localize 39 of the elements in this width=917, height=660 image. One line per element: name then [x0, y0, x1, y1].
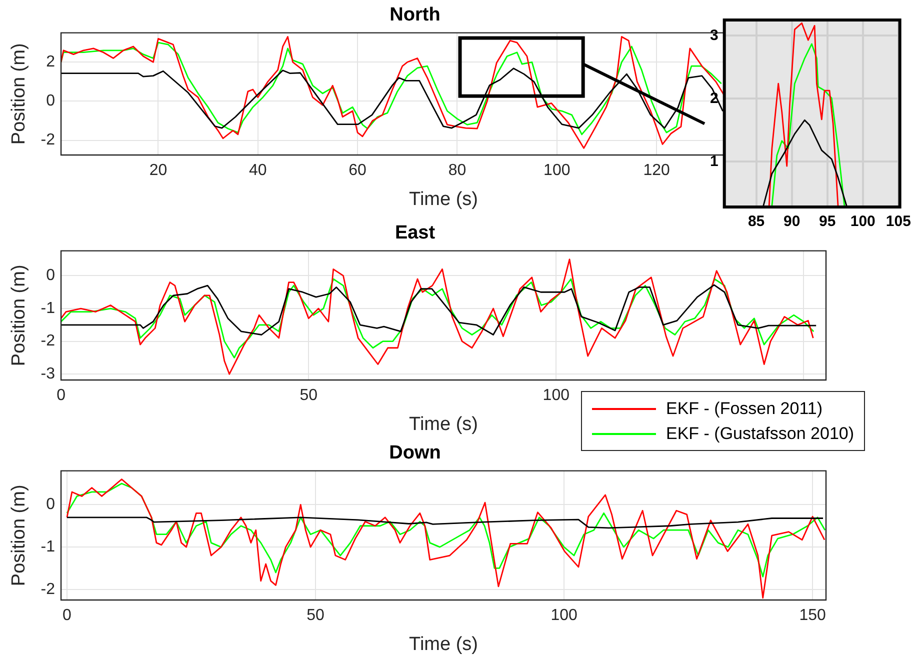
x-tick-label: 50: [306, 607, 325, 624]
x-tick-label: 100: [542, 387, 570, 404]
x-tick-label: 20: [149, 162, 168, 180]
x-axis-title: Time (s): [409, 634, 478, 655]
chart-title: Down: [389, 442, 441, 464]
y-axis-title: Position (m): [8, 484, 30, 586]
y-tick-label: 1: [710, 152, 718, 170]
y-tick-label: 2: [46, 54, 56, 71]
y-tick-label: 0: [46, 92, 56, 110]
legend-label: EKF - (Fossen 2011): [666, 398, 823, 418]
x-tick-label: 90: [783, 213, 800, 230]
x-tick-label: 60: [348, 162, 367, 180]
x-tick-label: 95: [819, 213, 836, 230]
x-tick-label: 40: [248, 162, 267, 180]
chart-title: East: [394, 222, 436, 244]
x-tick-label: 0: [62, 607, 72, 624]
y-tick-label: 0: [46, 496, 56, 514]
x-axis-title: Time (s): [409, 188, 478, 210]
y-tick-label: -1: [40, 538, 56, 556]
x-axis-title: Time (s): [409, 414, 478, 435]
x-tick-label: 150: [799, 607, 826, 624]
y-axis-title: Position (m): [8, 264, 30, 366]
x-tick-label: 100: [544, 162, 570, 180]
chart-title: North: [390, 4, 440, 26]
y-tick-label: -2: [40, 332, 56, 350]
y-tick-label: -2: [40, 132, 56, 149]
legend-label: EKF - (Gustafsson 2010): [666, 424, 854, 444]
y-axis-title: Position (m): [8, 43, 30, 145]
y-tick-label: -1: [40, 300, 56, 317]
x-tick-label: 50: [300, 387, 318, 404]
y-tick-label: -3: [40, 366, 56, 383]
x-tick-label: 80: [448, 162, 466, 180]
x-tick-label: 100: [550, 607, 578, 624]
x-tick-label: 85: [748, 213, 765, 230]
y-tick-label: 0: [46, 267, 56, 284]
y-tick-label: -2: [40, 580, 56, 598]
x-tick-label: 100: [850, 213, 876, 230]
x-tick-label: 105: [886, 213, 911, 230]
x-tick-label: 120: [643, 162, 670, 180]
